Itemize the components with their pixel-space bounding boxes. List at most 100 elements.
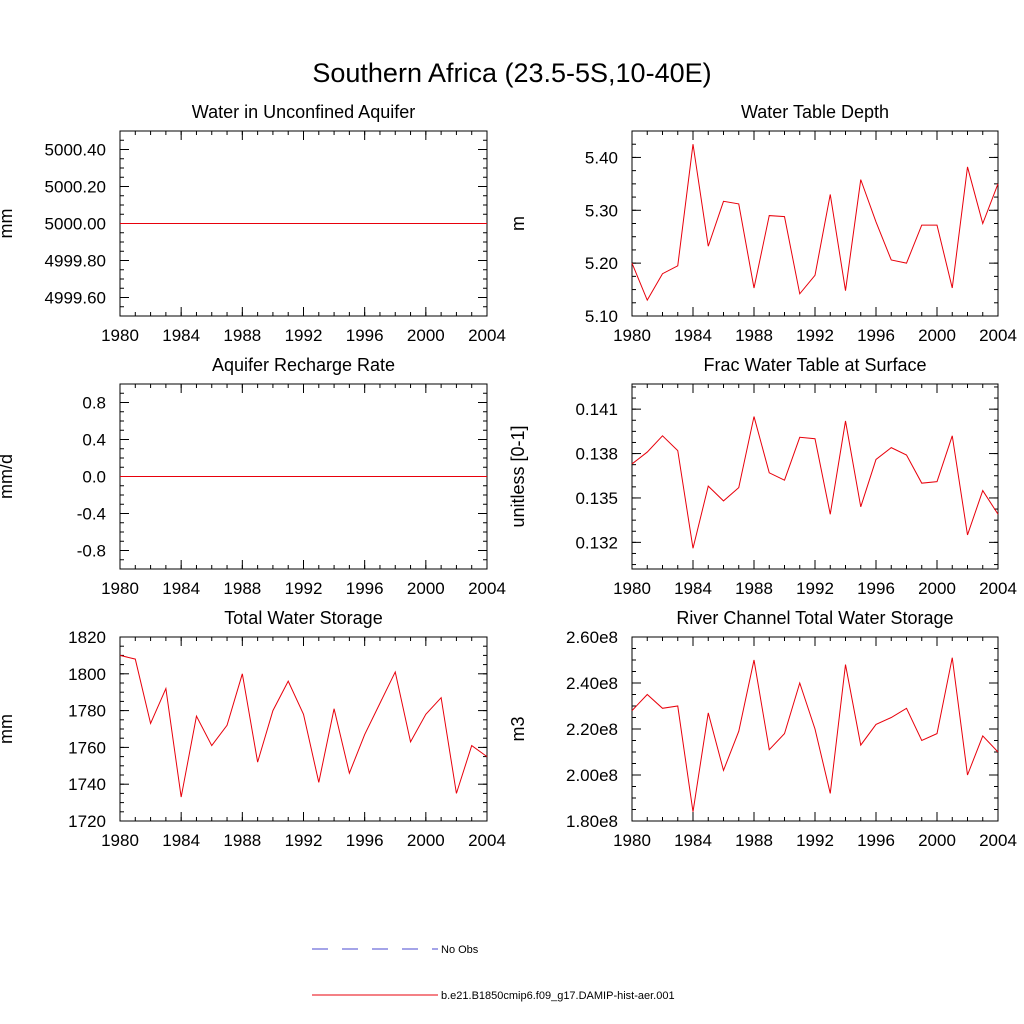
y-axis-label: m: [508, 216, 528, 231]
y-tick-label: 1820: [68, 628, 106, 647]
panel-title: Water in Unconfined Aquifer: [192, 102, 415, 122]
y-tick-label: 0.132: [575, 533, 618, 552]
y-tick-label: 5000.00: [45, 215, 106, 234]
series-line-1: [631, 144, 999, 302]
x-tick-label: 1988: [223, 831, 261, 850]
y-tick-label: 0.141: [575, 400, 618, 419]
y-axis-label: unitless [0-1]: [508, 425, 528, 527]
y-tick-label: 5.20: [585, 254, 618, 273]
x-tick-label: 2004: [979, 831, 1017, 850]
x-tick-label: 1980: [613, 831, 651, 850]
series-line-1: [119, 654, 488, 798]
plot-frame: [631, 130, 999, 317]
y-tick-label: 5000.40: [45, 141, 106, 160]
panel-title: Aquifer Recharge Rate: [212, 355, 395, 375]
y-tick-label: 2.20e8: [566, 720, 618, 739]
y-tick-label: 1760: [68, 738, 106, 757]
panel-3: Aquifer Recharge Rate 1980 1984 1988 1992 199…: [0, 355, 506, 598]
x-tick-label: 1980: [101, 579, 139, 598]
y-tick-label: 4999.60: [45, 289, 106, 308]
x-tick-label: 2004: [468, 831, 506, 850]
y-tick-label: 1720: [68, 812, 106, 831]
x-tick-label: 1984: [674, 579, 712, 598]
x-tick-label: 1980: [613, 326, 651, 345]
x-tick-label: 2004: [468, 326, 506, 345]
x-tick-label: 1984: [162, 579, 200, 598]
x-tick-label: 1988: [735, 831, 773, 850]
panel-6: River Channel Total Water Storage 1980 198…: [508, 608, 1017, 850]
x-tick-label: 2000: [918, 326, 956, 345]
x-tick-label: 1980: [101, 326, 139, 345]
y-tick-label: 0.0: [82, 468, 106, 487]
y-tick-label: 1800: [68, 665, 106, 684]
x-tick-label: 1992: [796, 579, 834, 598]
x-tick-label: 1996: [857, 579, 895, 598]
y-tick-label: 1740: [68, 775, 106, 794]
y-axis-label: mm/d: [0, 454, 16, 499]
panels: Water in Unconfined Aquifer 1980 1984 1988 1…: [0, 102, 1017, 850]
panel-1: Water in Unconfined Aquifer 1980 1984 1988 1…: [0, 102, 506, 345]
x-tick-label: 1984: [162, 831, 200, 850]
y-axis-label: m3: [508, 716, 528, 741]
panel-title: Frac Water Table at Surface: [703, 355, 926, 375]
y-tick-label: 5.30: [585, 201, 618, 220]
y-axis-label: mm: [0, 209, 16, 239]
x-tick-label: 2004: [468, 579, 506, 598]
y-tick-label: 2.40e8: [566, 674, 618, 693]
y-tick-label: 5000.20: [45, 178, 106, 197]
x-tick-label: 2004: [979, 579, 1017, 598]
panel-title: Total Water Storage: [224, 608, 382, 628]
x-tick-label: 1984: [674, 831, 712, 850]
y-tick-label: 5.10: [585, 307, 618, 326]
figure-title: Southern Africa (23.5-5S,10-40E): [312, 58, 711, 88]
plot-frame: [119, 636, 488, 822]
legend-item-model: b.e21.B1850cmip6.f09_g17.DAMIP-hist-aer.…: [312, 990, 675, 1002]
x-tick-label: 1992: [285, 326, 323, 345]
y-tick-label: 5.40: [585, 148, 618, 167]
x-tick-label: 1996: [346, 579, 384, 598]
y-tick-label: 0.4: [82, 431, 106, 450]
series-line-1: [631, 657, 999, 812]
x-tick-label: 1988: [223, 326, 261, 345]
y-tick-label: 2.60e8: [566, 628, 618, 647]
x-tick-label: 2004: [979, 326, 1017, 345]
x-tick-label: 1988: [735, 579, 773, 598]
legend: No Obs b.e21.B1850cmip6.f09_g17.DAMIP-hi…: [312, 944, 675, 1002]
x-tick-label: 2000: [407, 326, 445, 345]
y-tick-label: 0.135: [575, 489, 618, 508]
y-tick-label: -0.8: [77, 542, 106, 561]
y-tick-label: 0.138: [575, 445, 618, 464]
x-tick-label: 2000: [918, 579, 956, 598]
x-tick-label: 1984: [674, 326, 712, 345]
x-tick-label: 1992: [285, 579, 323, 598]
x-tick-label: 1988: [735, 326, 773, 345]
x-tick-label: 1988: [223, 579, 261, 598]
x-tick-label: 2000: [407, 579, 445, 598]
y-tick-label: 2.00e8: [566, 766, 618, 785]
panel-4: Frac Water Table at Surface 1980 1984 1988 1…: [508, 355, 1017, 598]
panel-2: Water Table Depth 1980 1984 1988 1992 1996 200…: [508, 102, 1017, 345]
x-tick-label: 2000: [918, 831, 956, 850]
x-tick-label: 1980: [101, 831, 139, 850]
legend-label-model: b.e21.B1850cmip6.f09_g17.DAMIP-hist-aer.…: [441, 990, 675, 1002]
x-tick-label: 1996: [346, 326, 384, 345]
panel-5: Total Water Storage 1980 1984 1988 1992 1996 2…: [0, 608, 506, 850]
x-tick-label: 1996: [346, 831, 384, 850]
panel-title: River Channel Total Water Storage: [676, 608, 953, 628]
panel-title: Water Table Depth: [741, 102, 889, 122]
x-tick-label: 1996: [857, 326, 895, 345]
x-tick-label: 2000: [407, 831, 445, 850]
y-tick-label: 4999.80: [45, 252, 106, 271]
plot-frame: [631, 383, 999, 570]
y-tick-label: 0.8: [82, 394, 106, 413]
x-tick-label: 1984: [162, 326, 200, 345]
legend-item-no-obs: No Obs: [312, 944, 479, 956]
legend-label-no-obs: No Obs: [441, 944, 479, 956]
x-tick-label: 1996: [857, 831, 895, 850]
y-tick-label: -0.4: [77, 505, 106, 524]
y-tick-label: 1.80e8: [566, 812, 618, 831]
series-line-1: [631, 416, 999, 549]
x-tick-label: 1992: [796, 326, 834, 345]
x-tick-label: 1980: [613, 579, 651, 598]
